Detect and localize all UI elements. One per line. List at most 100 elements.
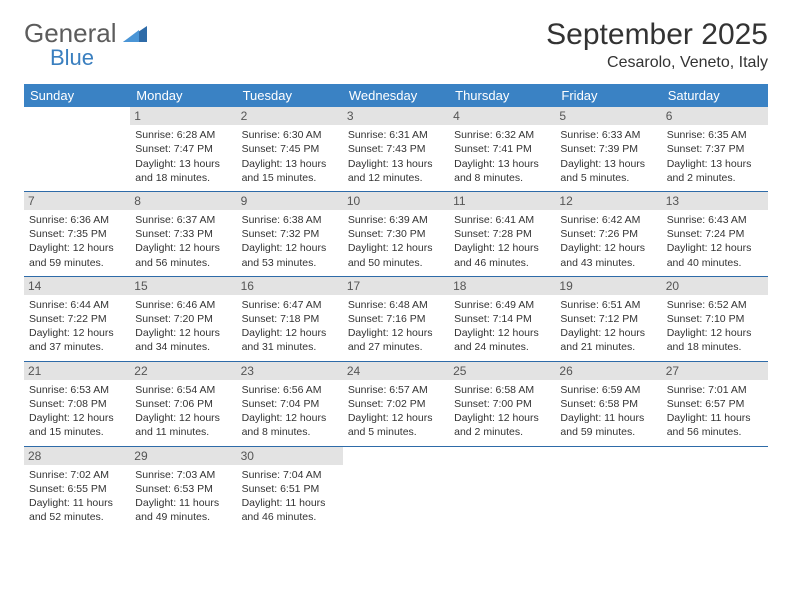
- daylight-text: Daylight: 13 hours and 8 minutes.: [454, 157, 550, 185]
- weekday-header: Thursday: [449, 84, 555, 107]
- calendar-day-cell: 23Sunrise: 6:56 AMSunset: 7:04 PMDayligh…: [237, 361, 343, 446]
- sunrise-text: Sunrise: 6:42 AM: [560, 213, 656, 227]
- day-number: 6: [662, 107, 768, 125]
- sunrise-text: Sunrise: 6:48 AM: [348, 298, 444, 312]
- day-number: 23: [237, 362, 343, 380]
- calendar-week-row: 28Sunrise: 7:02 AMSunset: 6:55 PMDayligh…: [24, 446, 768, 530]
- sunrise-text: Sunrise: 6:52 AM: [667, 298, 763, 312]
- daylight-text: Daylight: 12 hours and 40 minutes.: [667, 241, 763, 269]
- title-block: September 2025 Cesarolo, Veneto, Italy: [546, 18, 768, 72]
- calendar-table: SundayMondayTuesdayWednesdayThursdayFrid…: [24, 84, 768, 530]
- sunset-text: Sunset: 7:18 PM: [242, 312, 338, 326]
- calendar-day-cell: 26Sunrise: 6:59 AMSunset: 6:58 PMDayligh…: [555, 361, 661, 446]
- calendar-day-cell: 29Sunrise: 7:03 AMSunset: 6:53 PMDayligh…: [130, 446, 236, 530]
- daylight-text: Daylight: 12 hours and 53 minutes.: [242, 241, 338, 269]
- logo-triangle-icon: [121, 24, 149, 44]
- day-number: 19: [555, 277, 661, 295]
- sunrise-text: Sunrise: 6:58 AM: [454, 383, 550, 397]
- calendar-day-cell: 19Sunrise: 6:51 AMSunset: 7:12 PMDayligh…: [555, 276, 661, 361]
- calendar-day-cell: 10Sunrise: 6:39 AMSunset: 7:30 PMDayligh…: [343, 191, 449, 276]
- sunset-text: Sunset: 7:16 PM: [348, 312, 444, 326]
- calendar-day-cell: 15Sunrise: 6:46 AMSunset: 7:20 PMDayligh…: [130, 276, 236, 361]
- sunrise-text: Sunrise: 6:33 AM: [560, 128, 656, 142]
- daylight-text: Daylight: 12 hours and 50 minutes.: [348, 241, 444, 269]
- sunrise-text: Sunrise: 6:57 AM: [348, 383, 444, 397]
- sunrise-text: Sunrise: 6:53 AM: [29, 383, 125, 397]
- calendar-day-cell: 3Sunrise: 6:31 AMSunset: 7:43 PMDaylight…: [343, 107, 449, 191]
- weekday-header: Friday: [555, 84, 661, 107]
- calendar-day-cell: 2Sunrise: 6:30 AMSunset: 7:45 PMDaylight…: [237, 107, 343, 191]
- calendar-day-cell: 16Sunrise: 6:47 AMSunset: 7:18 PMDayligh…: [237, 276, 343, 361]
- sunset-text: Sunset: 7:04 PM: [242, 397, 338, 411]
- day-number: 12: [555, 192, 661, 210]
- sunrise-text: Sunrise: 6:38 AM: [242, 213, 338, 227]
- sunset-text: Sunset: 7:28 PM: [454, 227, 550, 241]
- sunset-text: Sunset: 7:06 PM: [135, 397, 231, 411]
- sunrise-text: Sunrise: 6:37 AM: [135, 213, 231, 227]
- logo-word2: Blue: [50, 45, 149, 71]
- sunrise-text: Sunrise: 6:54 AM: [135, 383, 231, 397]
- day-number: 28: [24, 447, 130, 465]
- day-number: 14: [24, 277, 130, 295]
- calendar-day-cell: 27Sunrise: 7:01 AMSunset: 6:57 PMDayligh…: [662, 361, 768, 446]
- calendar-day-cell: 24Sunrise: 6:57 AMSunset: 7:02 PMDayligh…: [343, 361, 449, 446]
- calendar-day-cell: [343, 446, 449, 530]
- calendar-body: 1Sunrise: 6:28 AMSunset: 7:47 PMDaylight…: [24, 107, 768, 530]
- day-number: 1: [130, 107, 236, 125]
- calendar-day-cell: 9Sunrise: 6:38 AMSunset: 7:32 PMDaylight…: [237, 191, 343, 276]
- sunset-text: Sunset: 7:10 PM: [667, 312, 763, 326]
- sunrise-text: Sunrise: 6:35 AM: [667, 128, 763, 142]
- sunrise-text: Sunrise: 6:49 AM: [454, 298, 550, 312]
- logo: General Blue: [24, 18, 149, 71]
- sunrise-text: Sunrise: 6:51 AM: [560, 298, 656, 312]
- sunset-text: Sunset: 6:55 PM: [29, 482, 125, 496]
- sunrise-text: Sunrise: 7:03 AM: [135, 468, 231, 482]
- daylight-text: Daylight: 12 hours and 31 minutes.: [242, 326, 338, 354]
- sunset-text: Sunset: 7:12 PM: [560, 312, 656, 326]
- daylight-text: Daylight: 13 hours and 15 minutes.: [242, 157, 338, 185]
- sunrise-text: Sunrise: 6:36 AM: [29, 213, 125, 227]
- day-number: 18: [449, 277, 555, 295]
- weekday-header: Tuesday: [237, 84, 343, 107]
- daylight-text: Daylight: 12 hours and 15 minutes.: [29, 411, 125, 439]
- sunset-text: Sunset: 7:45 PM: [242, 142, 338, 156]
- day-number: 4: [449, 107, 555, 125]
- sunset-text: Sunset: 7:43 PM: [348, 142, 444, 156]
- calendar-day-cell: 12Sunrise: 6:42 AMSunset: 7:26 PMDayligh…: [555, 191, 661, 276]
- sunset-text: Sunset: 7:24 PM: [667, 227, 763, 241]
- sunset-text: Sunset: 6:57 PM: [667, 397, 763, 411]
- calendar-day-cell: [24, 107, 130, 191]
- weekday-header: Sunday: [24, 84, 130, 107]
- location-subtitle: Cesarolo, Veneto, Italy: [546, 54, 768, 72]
- sunset-text: Sunset: 6:51 PM: [242, 482, 338, 496]
- month-title: September 2025: [546, 18, 768, 52]
- sunset-text: Sunset: 7:14 PM: [454, 312, 550, 326]
- sunrise-text: Sunrise: 6:31 AM: [348, 128, 444, 142]
- sunset-text: Sunset: 7:08 PM: [29, 397, 125, 411]
- calendar-day-cell: 8Sunrise: 6:37 AMSunset: 7:33 PMDaylight…: [130, 191, 236, 276]
- calendar-day-cell: [662, 446, 768, 530]
- calendar-week-row: 14Sunrise: 6:44 AMSunset: 7:22 PMDayligh…: [24, 276, 768, 361]
- header: General Blue September 2025 Cesarolo, Ve…: [24, 18, 768, 72]
- day-number: 20: [662, 277, 768, 295]
- weekday-header-row: SundayMondayTuesdayWednesdayThursdayFrid…: [24, 84, 768, 107]
- sunset-text: Sunset: 7:47 PM: [135, 142, 231, 156]
- calendar-day-cell: [449, 446, 555, 530]
- day-number: 15: [130, 277, 236, 295]
- sunrise-text: Sunrise: 6:59 AM: [560, 383, 656, 397]
- sunrise-text: Sunrise: 6:47 AM: [242, 298, 338, 312]
- calendar-day-cell: 13Sunrise: 6:43 AMSunset: 7:24 PMDayligh…: [662, 191, 768, 276]
- sunrise-text: Sunrise: 7:04 AM: [242, 468, 338, 482]
- daylight-text: Daylight: 12 hours and 2 minutes.: [454, 411, 550, 439]
- calendar-day-cell: 4Sunrise: 6:32 AMSunset: 7:41 PMDaylight…: [449, 107, 555, 191]
- daylight-text: Daylight: 12 hours and 24 minutes.: [454, 326, 550, 354]
- daylight-text: Daylight: 12 hours and 5 minutes.: [348, 411, 444, 439]
- sunset-text: Sunset: 7:26 PM: [560, 227, 656, 241]
- sunset-text: Sunset: 6:53 PM: [135, 482, 231, 496]
- day-number: 30: [237, 447, 343, 465]
- calendar-day-cell: [555, 446, 661, 530]
- day-number: 11: [449, 192, 555, 210]
- daylight-text: Daylight: 12 hours and 56 minutes.: [135, 241, 231, 269]
- day-number: 17: [343, 277, 449, 295]
- day-number: 27: [662, 362, 768, 380]
